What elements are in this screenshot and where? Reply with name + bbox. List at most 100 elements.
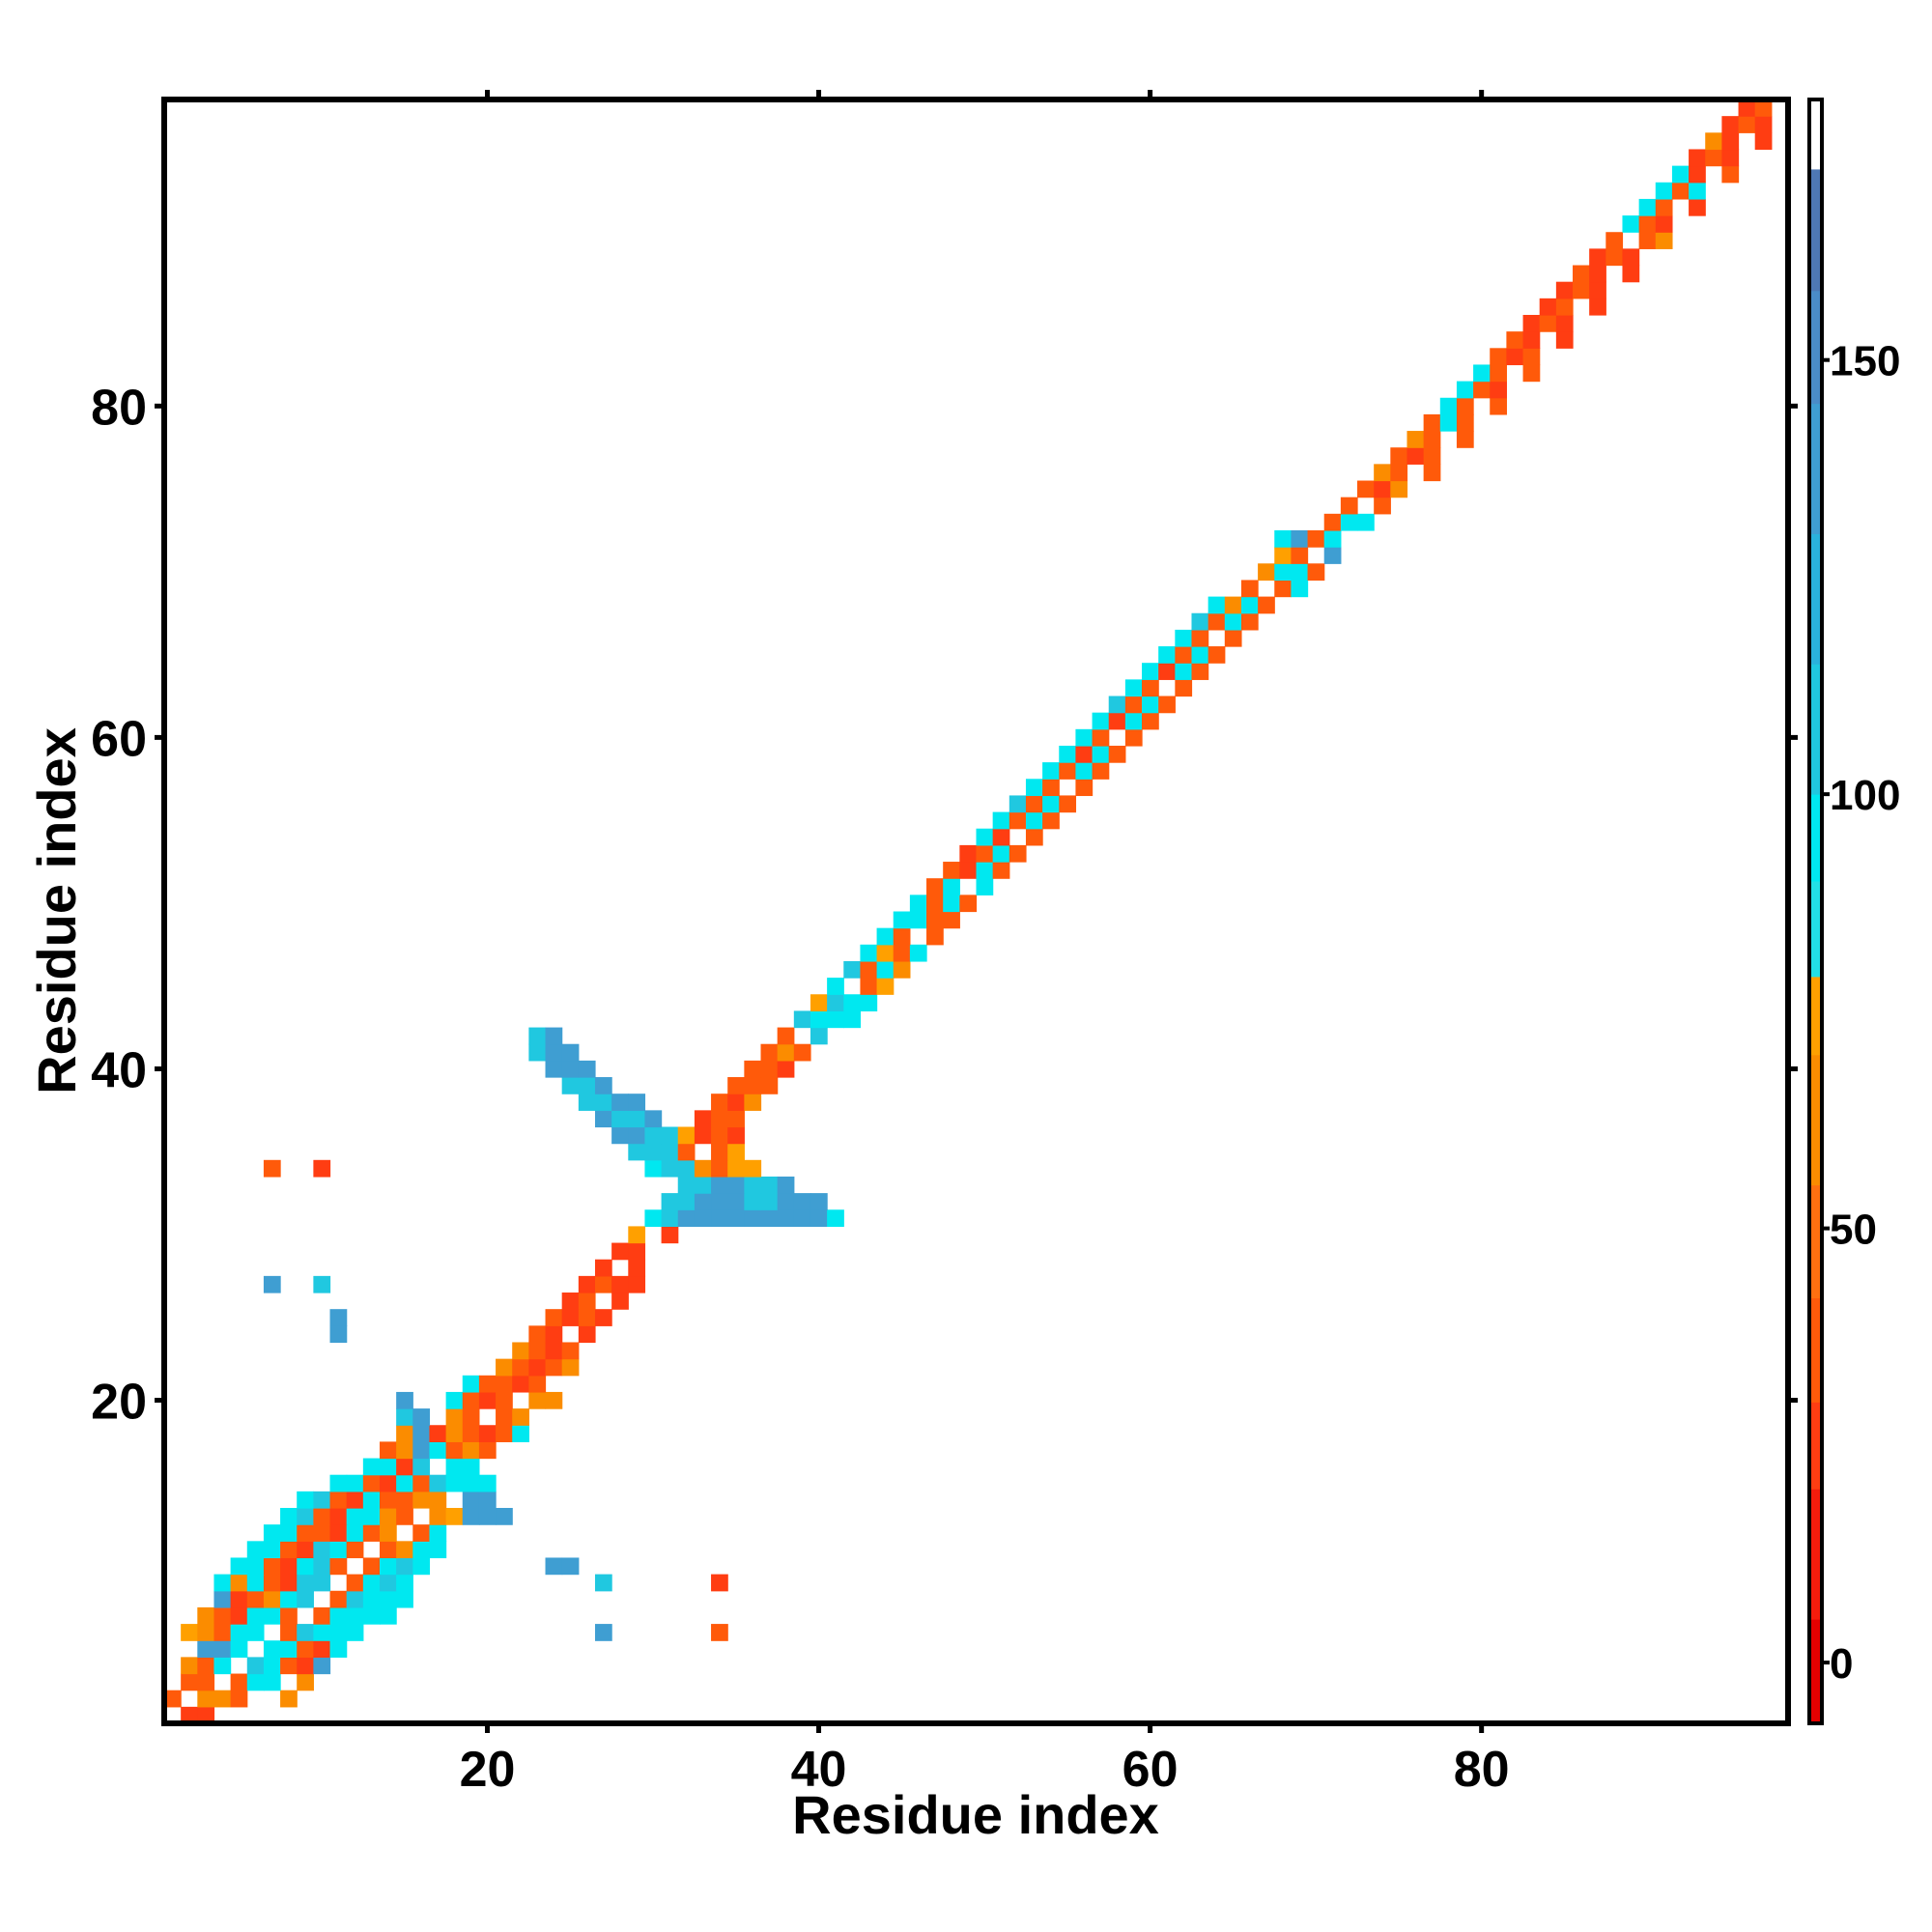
heatmap-cell	[1655, 182, 1673, 200]
heatmap-cell	[644, 1159, 663, 1178]
heatmap-cell	[1191, 646, 1209, 664]
heatmap-cell	[1075, 762, 1094, 780]
heatmap-cell	[1456, 431, 1474, 448]
heatmap-cell	[1754, 132, 1773, 151]
heatmap-cell	[362, 1574, 381, 1592]
heatmap-cell	[827, 978, 844, 995]
heatmap-cell	[727, 1077, 745, 1094]
heatmap-cell	[313, 1557, 331, 1576]
heatmap-cell	[578, 1275, 596, 1293]
heatmap-cell	[1655, 232, 1673, 249]
heatmap-cell	[329, 1541, 348, 1559]
heatmap-cell	[677, 1143, 696, 1161]
heatmap-cell	[1490, 348, 1507, 366]
heatmap-cell	[329, 1590, 348, 1608]
heatmap-cell	[462, 1408, 480, 1426]
heatmap-cell	[280, 1557, 298, 1576]
heatmap-cell	[1721, 116, 1740, 133]
heatmap-cell	[1423, 413, 1441, 432]
heatmap-cell	[496, 1358, 513, 1377]
heatmap-cell	[329, 1606, 348, 1625]
heatmap-cell	[992, 828, 1010, 846]
heatmap-cell	[379, 1574, 397, 1592]
heatmap-cell	[711, 1209, 728, 1228]
colorbar-tick-label: 0	[1830, 1640, 1853, 1688]
heatmap-cell	[1042, 795, 1060, 813]
heatmap-cell	[1124, 728, 1143, 747]
heatmap-cell	[1323, 529, 1342, 548]
heatmap-cell	[230, 1590, 248, 1608]
heatmap-cell	[711, 1143, 728, 1161]
heatmap-cell	[280, 1657, 298, 1675]
heatmap-cell	[478, 1508, 497, 1525]
heatmap-cell	[677, 1209, 696, 1228]
heatmap-cell	[1754, 116, 1773, 133]
heatmap-cell	[843, 960, 862, 979]
heatmap-cell	[628, 1126, 646, 1145]
heatmap-cell	[976, 844, 994, 863]
heatmap-cell	[313, 1524, 331, 1542]
heatmap-cell	[1323, 547, 1342, 564]
heatmap-cell	[197, 1706, 215, 1724]
heatmap-cell	[711, 1193, 728, 1210]
heatmap-cell	[246, 1657, 265, 1675]
heatmap-cell	[379, 1524, 397, 1542]
heatmap-cell	[297, 1557, 314, 1576]
heatmap-cell	[1258, 563, 1275, 582]
heatmap-cell	[1124, 712, 1143, 730]
heatmap-cell	[1423, 464, 1441, 482]
heatmap-cell	[677, 1126, 696, 1145]
heatmap-cell	[1589, 248, 1606, 267]
heatmap-cell	[594, 1574, 612, 1592]
heatmap-cell	[445, 1408, 464, 1426]
heatmap-cell	[827, 994, 844, 1012]
heatmap-cell	[876, 978, 895, 995]
heatmap-cell	[528, 1342, 547, 1360]
heatmap-cell	[578, 1309, 596, 1326]
heatmap-cell	[777, 1176, 795, 1194]
heatmap-cell	[926, 895, 944, 913]
heatmap-cell	[943, 862, 960, 879]
heatmap-cell	[246, 1541, 265, 1559]
heatmap-cell	[578, 1293, 596, 1310]
heatmap-cell	[1406, 447, 1425, 465]
heatmap-cell	[810, 1209, 828, 1228]
heatmap-cell	[1059, 795, 1077, 813]
heatmap-cell	[578, 1325, 596, 1344]
heatmap-cell	[181, 1657, 198, 1675]
heatmap-cell	[396, 1574, 413, 1592]
heatmap-cell	[1655, 215, 1673, 233]
heatmap-cell	[628, 1226, 646, 1244]
heatmap-cell	[297, 1624, 314, 1641]
heatmap-cell	[478, 1391, 497, 1409]
heatmap-cell	[1738, 99, 1756, 117]
heatmap-cell	[1456, 381, 1474, 399]
heatmap-cell	[429, 1524, 447, 1542]
heatmap-cell	[810, 994, 828, 1012]
heatmap-cell	[1224, 612, 1242, 631]
x-tick-label: 20	[460, 1742, 516, 1798]
heatmap-cell	[594, 1259, 612, 1277]
heatmap-cell	[280, 1524, 298, 1542]
colorbar-band	[1809, 664, 1822, 795]
heatmap-cell	[760, 1060, 779, 1078]
heatmap-cell	[297, 1541, 314, 1559]
heatmap-cell	[1208, 596, 1226, 614]
heatmap-cell	[213, 1606, 232, 1625]
heatmap-cell	[1589, 265, 1606, 283]
heatmap-cell	[1258, 596, 1275, 614]
heatmap-cell	[528, 1375, 547, 1393]
heatmap-cell	[628, 1094, 646, 1111]
heatmap-cell	[628, 1242, 646, 1261]
heatmap-cell	[379, 1557, 397, 1576]
heatmap-cell	[644, 1143, 663, 1161]
heatmap-cell	[1142, 679, 1159, 697]
heatmap-cell	[876, 927, 895, 946]
colorbar-band	[1809, 1489, 1822, 1620]
heatmap-cell	[528, 1391, 547, 1409]
heatmap-cell	[230, 1673, 248, 1691]
heatmap-cell	[545, 1309, 563, 1326]
colorbar-band	[1809, 1054, 1822, 1186]
heatmap-cell	[445, 1508, 464, 1525]
heatmap-cell	[1555, 281, 1574, 299]
